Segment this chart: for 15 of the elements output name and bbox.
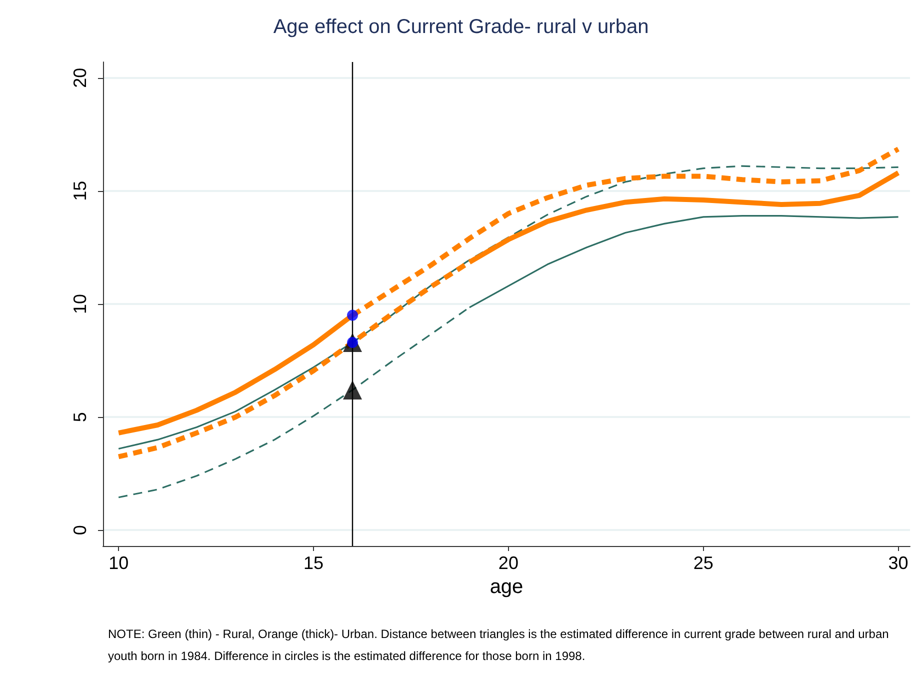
text: NOTE: Green (thin) - Rural, Orange (thick)- Urban. Distance between triangles is the estimated difference in current grade between rural and urban youth born in 1984. Difference in circles is the estimated difference for those born in 1998. — [108, 627, 892, 663]
x-tick-label: 20 — [498, 553, 518, 573]
x-tick-label: 30 — [888, 553, 908, 573]
x-tick-label: 15 — [304, 553, 324, 573]
y-tick-label: 15 — [70, 180, 90, 201]
y-tick-label: 10 — [70, 294, 90, 314]
y-tick-label: 5 — [70, 412, 90, 422]
point — [347, 310, 358, 321]
y-tick-label: 0 — [70, 525, 90, 536]
x-axis-title: age — [490, 576, 524, 598]
y-tick-label: 20 — [70, 68, 90, 88]
chart-title: Age effect on Current Grade- rural v urban — [273, 16, 649, 38]
point — [343, 380, 362, 400]
x-tick-label: 25 — [693, 553, 714, 573]
x-tick-label: 10 — [108, 553, 129, 573]
